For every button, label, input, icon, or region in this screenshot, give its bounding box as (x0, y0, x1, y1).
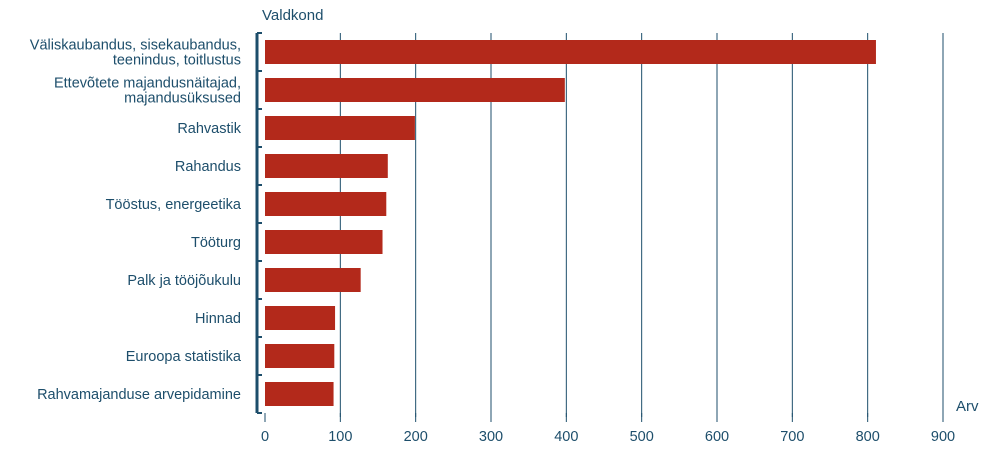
category-label-line: Ettevõtete majandusnäitajad, (54, 76, 241, 92)
bar (265, 192, 387, 216)
category-label-line: teenindus, toitlustus (113, 53, 241, 69)
category-label: Väliskaubandus, sisekaubandus, teenindus,… (30, 38, 241, 69)
x-tick-label: 100 (328, 429, 352, 445)
category-label-line: Väliskaubandus, sisekaubandus, (30, 38, 241, 54)
category-label-line: Hinnad (195, 311, 241, 327)
bar (265, 230, 383, 254)
bar (265, 382, 334, 406)
y-axis (255, 32, 262, 414)
category-label-line: Rahandus (175, 159, 241, 175)
x-tick-label: 300 (479, 429, 503, 445)
x-tick-label: 200 (404, 429, 428, 445)
bar (265, 306, 336, 330)
bar (265, 344, 335, 368)
y-axis-labels: Väliskaubandus, sisekaubandus, teenindus,… (30, 38, 242, 404)
category-label-line: majandusüksused (124, 91, 241, 107)
category-label: Rahvastik (177, 121, 241, 137)
category-label: Rahandus (175, 159, 241, 175)
category-label: Tööstus, energeetika (106, 197, 242, 213)
category-label: Tööturg (191, 235, 241, 251)
category-label-line: Euroopa statistika (126, 349, 242, 365)
x-axis-title: Arv (956, 398, 979, 415)
x-tick-label: 0 (261, 429, 269, 445)
x-tick-label: 400 (554, 429, 578, 445)
bars (265, 40, 876, 406)
category-label-line: Tööturg (191, 235, 241, 251)
x-tick-label: 600 (705, 429, 729, 445)
x-tick-label: 500 (630, 429, 654, 445)
bar (265, 268, 361, 292)
x-axis: 0 100 200 300 400 500 600 700 800 900 (261, 413, 955, 445)
category-label-line: Palk ja tööjõukulu (127, 273, 241, 289)
category-label-line: Tööstus, energeetika (106, 197, 242, 213)
x-tick-label: 800 (856, 429, 880, 445)
bar (265, 154, 388, 178)
x-tick-label: 900 (931, 429, 955, 445)
bar (265, 116, 415, 140)
category-label-line: Rahvamajanduse arvepidamine (37, 387, 241, 403)
category-label: Palk ja tööjõukulu (127, 273, 241, 289)
bar (265, 78, 565, 102)
bar (265, 40, 876, 64)
category-label: Hinnad (195, 311, 241, 327)
y-axis-title: Valdkond (262, 7, 324, 24)
x-tick-label: 700 (780, 429, 804, 445)
category-label: Ettevõtete majandusnäitajad, majandusüksu… (54, 76, 241, 107)
category-label: Rahvamajanduse arvepidamine (37, 387, 241, 403)
category-label-line: Rahvastik (177, 121, 241, 137)
category-label: Euroopa statistika (126, 349, 242, 365)
